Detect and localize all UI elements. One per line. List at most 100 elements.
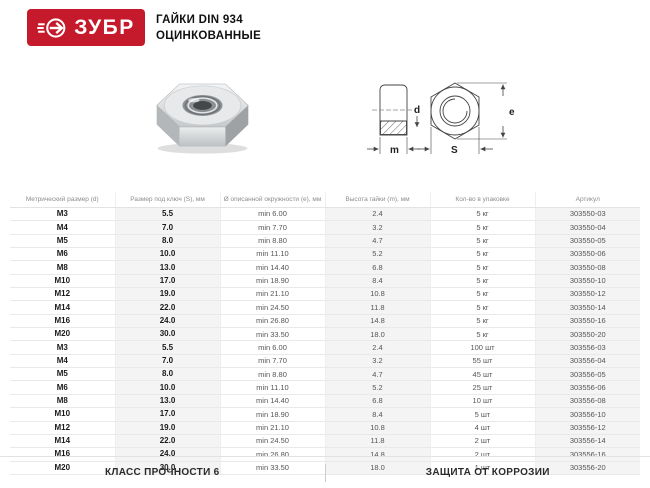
table-cell: M8 xyxy=(10,260,115,275)
dim-label-m: m xyxy=(390,145,399,156)
col-header-package-qty: Кол-во в упаковке xyxy=(429,192,535,208)
product-title: ГАЙКИ DIN 934 ОЦИНКОВАННЫЕ xyxy=(156,12,261,44)
table-cell: 10.0 xyxy=(114,380,220,395)
footer-corrosion-protection: ЗАЩИТА ОТ КОРРОЗИИ xyxy=(425,467,550,478)
table-cell: 5.5 xyxy=(114,340,220,355)
table-cell: 5 кг xyxy=(429,260,535,275)
table-cell: 303550-12 xyxy=(534,287,640,302)
brand-logo: ЗУБР xyxy=(27,9,145,46)
footer: КЛАСС ПРОЧНОСТИ 6 ЗАЩИТА ОТ КОРРОЗИИ xyxy=(0,456,650,488)
table-cell: 4 шт xyxy=(429,421,535,435)
table-cell: min 18.90 xyxy=(219,274,325,289)
table-cell: 2 шт xyxy=(429,447,535,462)
table-cell: 6.8 xyxy=(324,394,430,409)
col-header-wrench-size: Размер под ключ (S), мм xyxy=(114,192,220,208)
table-cell: 303556-04 xyxy=(534,354,640,369)
col-header-nut-height: Высота гайки (m), мм xyxy=(324,192,430,208)
footer-divider xyxy=(324,463,326,482)
table-cell: 303550-20 xyxy=(534,327,640,342)
table-row: M14 22.0 min 24.50 11.8 2 шт 303556-14 xyxy=(10,434,640,449)
table-cell: 3.2 xyxy=(324,354,430,369)
spec-table-body: M3 5.5 min 6.00 2.4 5 кг 303550-03 M4 7.0 min 7.… xyxy=(10,207,640,475)
table-row: M5 8.0 min 8.80 4.7 5 кг 303550-05 xyxy=(10,234,640,249)
table-cell: M14 xyxy=(10,434,115,449)
table-cell: M16 xyxy=(10,314,115,329)
table-cell: M12 xyxy=(10,287,115,302)
table-cell: min 21.10 xyxy=(219,287,325,302)
table-cell: min 8.80 xyxy=(219,367,325,382)
table-cell: M12 xyxy=(10,421,115,435)
table-cell: min 24.50 xyxy=(219,434,325,449)
table-cell: min 26.80 xyxy=(219,314,325,329)
product-title-line2: ОЦИНКОВАННЫЕ xyxy=(156,30,262,42)
table-cell: 8.4 xyxy=(324,407,430,422)
table-row: M12 19.0 min 21.10 10.8 4 шт 303556-12 xyxy=(10,421,640,435)
table-cell: 5 кг xyxy=(429,207,535,222)
table-row: M4 7.0 min 7.70 3.2 55 шт 303556-04 xyxy=(10,354,640,369)
col-header-circumscribed-diameter: Ø описанной окружности (e), мм xyxy=(219,192,325,208)
table-cell: min 18.90 xyxy=(219,407,325,422)
table-cell: 22.0 xyxy=(114,434,220,449)
table-row: M10 17.0 min 18.90 8.4 5 шт 303556-10 xyxy=(10,407,640,422)
dim-label-e: e xyxy=(509,107,515,118)
brand-name: ЗУБР xyxy=(74,16,135,39)
table-cell: 5 кг xyxy=(429,274,535,289)
table-cell: 303556-10 xyxy=(534,407,640,422)
product-title-line1: ГАЙКИ DIN 934 xyxy=(156,14,243,26)
table-row: M8 13.0 min 14.40 6.8 5 кг 303550-08 xyxy=(10,260,640,275)
table-cell: M8 xyxy=(10,394,115,409)
table-row: M3 5.5 min 6.00 2.4 5 кг 303550-03 xyxy=(10,207,640,222)
table-cell: 22.0 xyxy=(114,300,220,315)
table-cell: 2.4 xyxy=(324,207,430,222)
table-cell: 11.8 xyxy=(324,434,430,449)
table-cell: M20 xyxy=(10,461,115,475)
table-row: M10 17.0 min 18.90 8.4 5 кг 303550-10 xyxy=(10,274,640,289)
table-cell: M16 xyxy=(10,447,115,462)
table-cell: 14.8 xyxy=(324,447,430,462)
zubr-arrow-icon xyxy=(37,17,66,38)
table-cell: M20 xyxy=(10,327,115,342)
table-cell: min 7.70 xyxy=(219,354,325,369)
table-cell: 10.0 xyxy=(114,247,220,262)
dim-label-s: S xyxy=(451,145,458,156)
table-cell: 5 шт xyxy=(429,407,535,422)
spec-table: Метрический размер (d) Размер под ключ (… xyxy=(10,192,640,475)
table-cell: min 7.70 xyxy=(219,220,325,235)
table-cell: 14.8 xyxy=(324,314,430,329)
table-cell: min 26.80 xyxy=(219,447,325,462)
table-cell: 5 кг xyxy=(429,314,535,329)
table-row: M6 10.0 min 11.10 5.2 5 кг 303550-06 xyxy=(10,247,640,262)
table-cell: M10 xyxy=(10,274,115,289)
table-cell: M5 xyxy=(10,234,115,249)
table-cell: 303550-06 xyxy=(534,247,640,262)
table-cell: 19.0 xyxy=(114,287,220,302)
table-cell: 17.0 xyxy=(114,274,220,289)
table-cell: 25 шт xyxy=(429,380,535,395)
col-header-article: Артикул xyxy=(534,192,640,208)
table-row: M16 24.0 min 26.80 14.8 2 шт 303556-16 xyxy=(10,447,640,462)
table-cell: 19.0 xyxy=(114,421,220,435)
table-cell: 10 шт xyxy=(429,394,535,409)
table-cell: 5 кг xyxy=(429,327,535,342)
table-cell: 303550-10 xyxy=(534,274,640,289)
table-cell: 5 кг xyxy=(429,300,535,315)
table-cell: 8.0 xyxy=(114,367,220,382)
table-cell: 11.8 xyxy=(324,300,430,315)
table-cell: 303556-03 xyxy=(534,340,640,355)
table-cell: 2.4 xyxy=(324,340,430,355)
table-cell: 303556-12 xyxy=(534,421,640,435)
table-cell: 303550-04 xyxy=(534,220,640,235)
table-cell: 303556-08 xyxy=(534,394,640,409)
table-cell: 303556-16 xyxy=(534,447,640,462)
table-cell: 303550-08 xyxy=(534,260,640,275)
table-cell: M6 xyxy=(10,247,115,262)
table-cell: 1 шт xyxy=(429,461,535,475)
table-cell: M6 xyxy=(10,380,115,395)
table-cell: 4.7 xyxy=(324,234,430,249)
table-row: M4 7.0 min 7.70 3.2 5 кг 303550-04 xyxy=(10,220,640,235)
table-cell: 17.0 xyxy=(114,407,220,422)
table-cell: 2 шт xyxy=(429,434,535,449)
table-cell: 4.7 xyxy=(324,367,430,382)
nut-side-view xyxy=(367,84,420,154)
table-cell: 5.2 xyxy=(324,380,430,395)
